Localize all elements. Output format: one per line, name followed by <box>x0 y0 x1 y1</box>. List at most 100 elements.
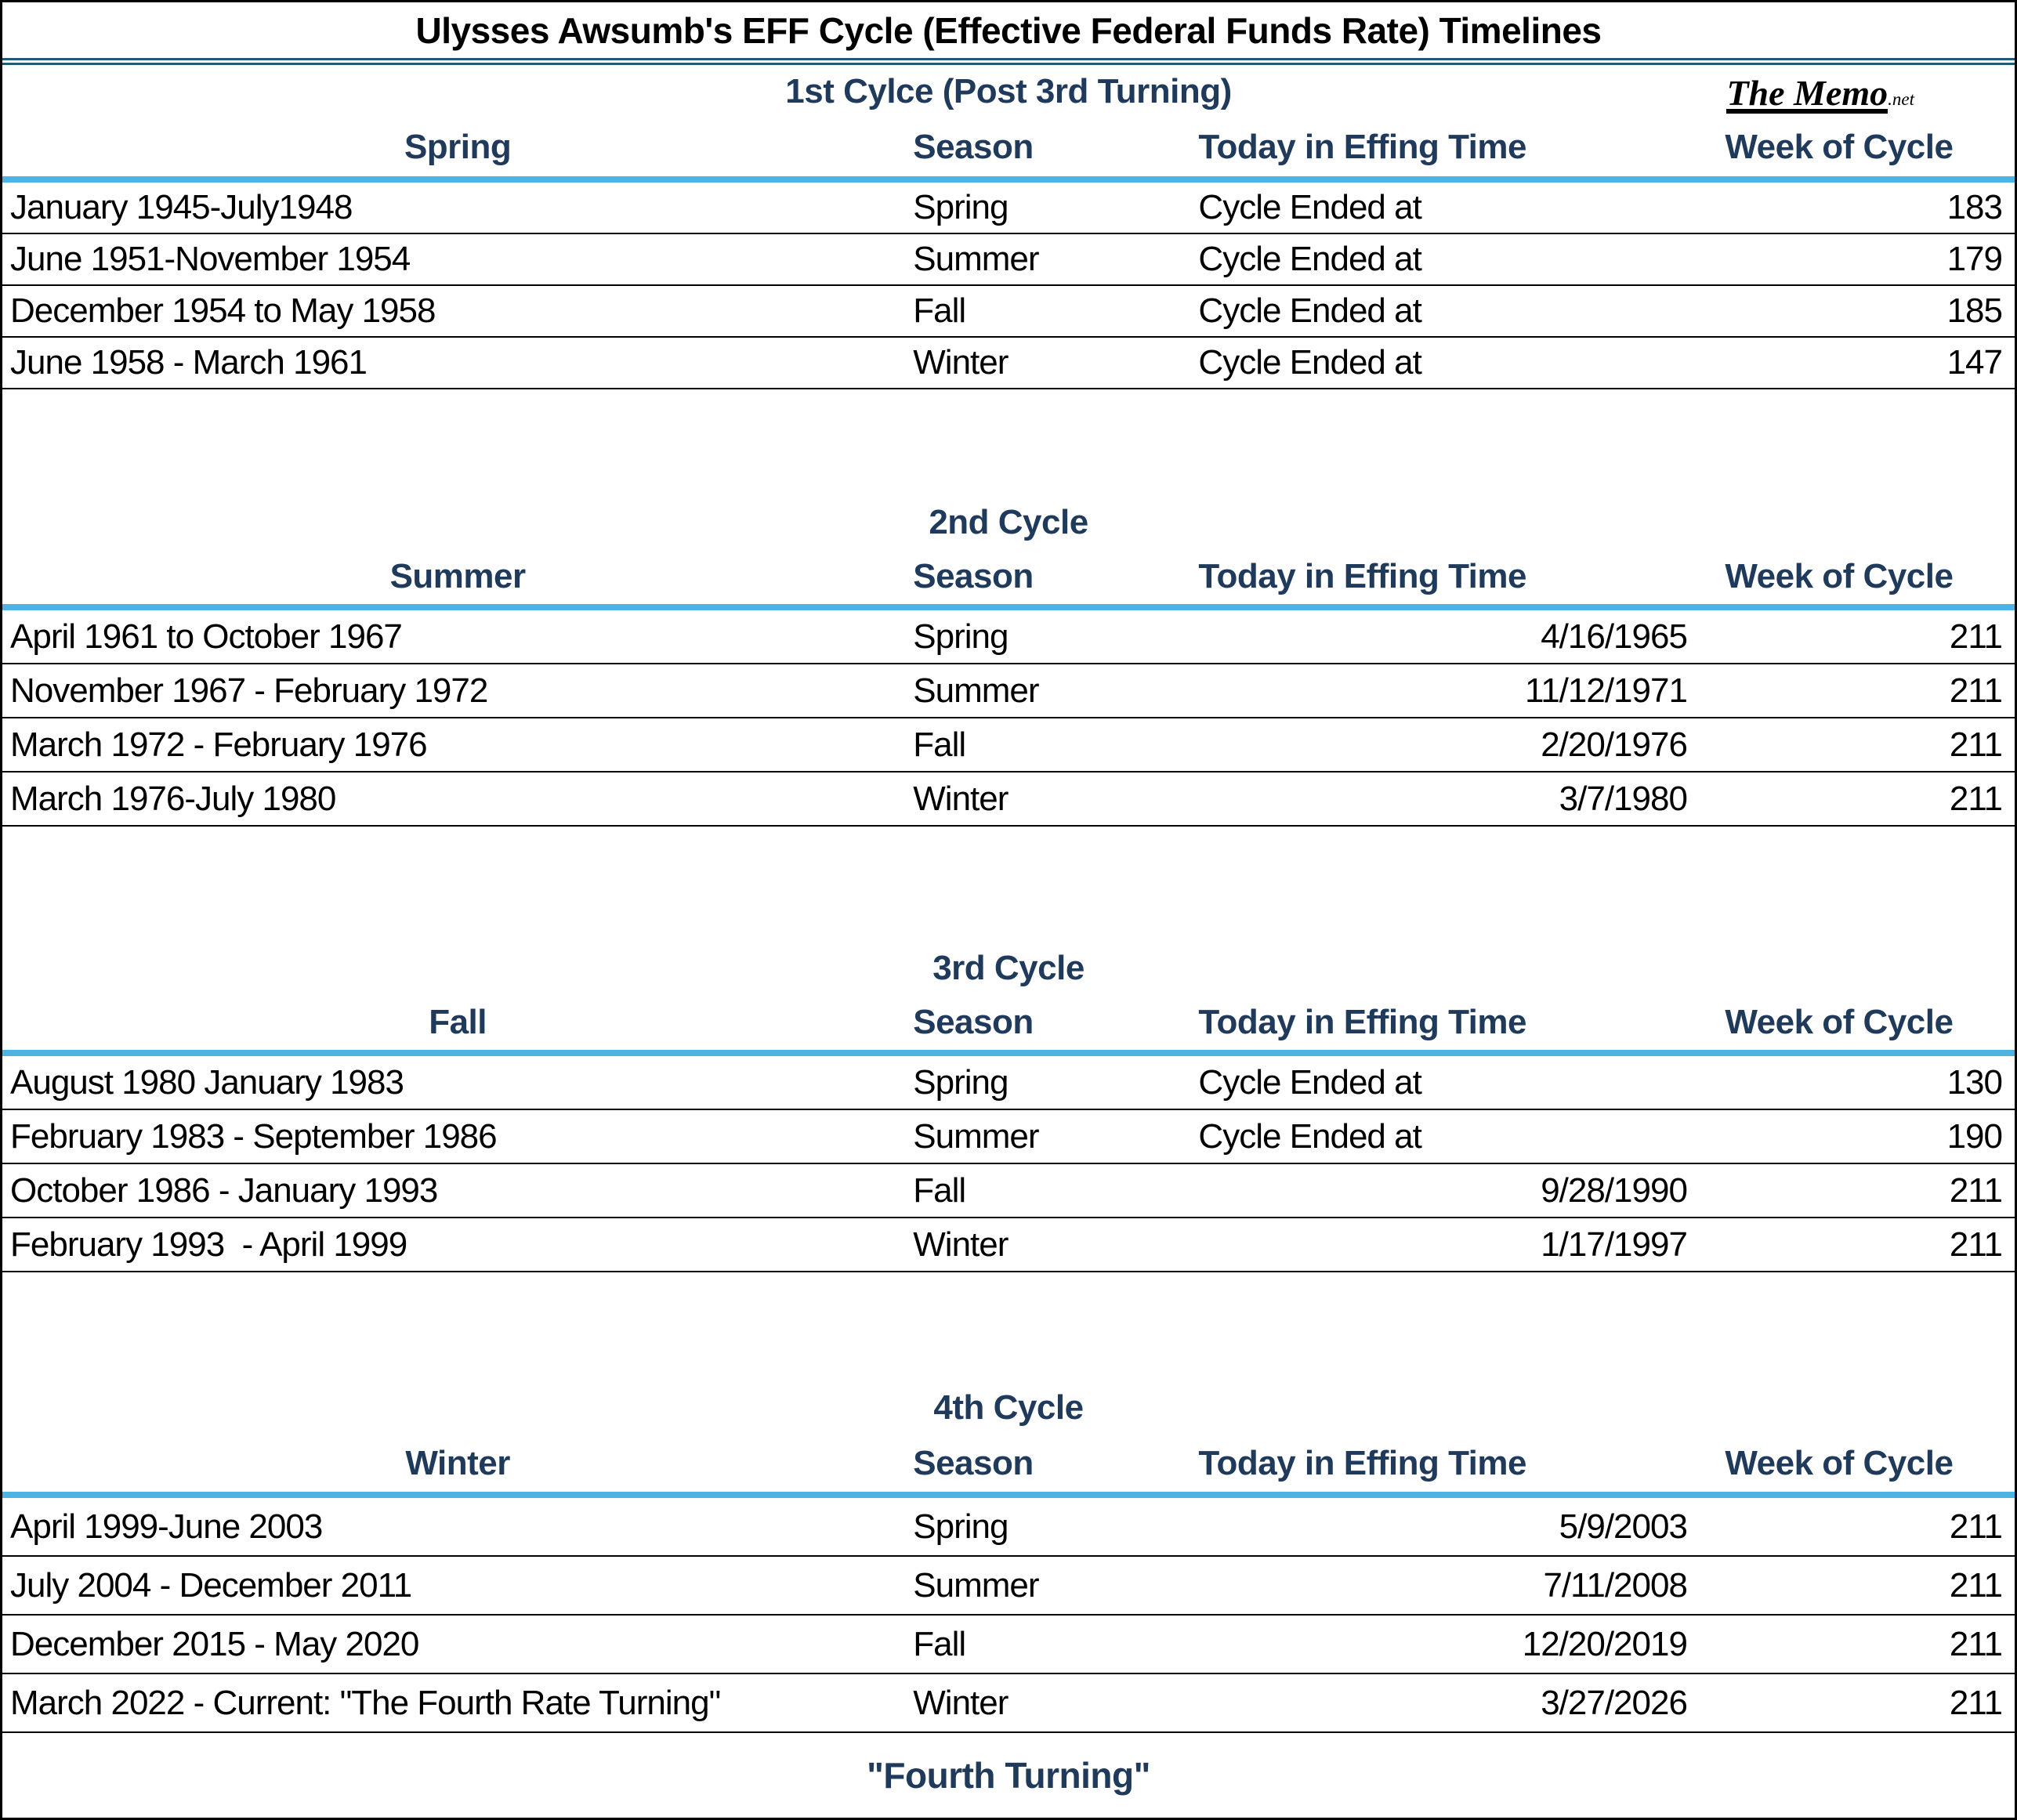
column-header-today: Today in Effing Time <box>1198 1003 1526 1041</box>
cell-season: Fall <box>913 1171 966 1210</box>
column-header-row: Summer Season Today in Effing Time Week … <box>2 549 2015 610</box>
cell-season: Summer <box>913 240 1039 278</box>
cell-season: Winter <box>913 1683 1008 1722</box>
cell-today: 4/16/1965 <box>1541 617 1688 656</box>
cell-week: 211 <box>1949 1565 2003 1605</box>
cell-season: Winter <box>913 1225 1008 1264</box>
cell-period: July 2004 - December 2011 <box>10 1565 412 1605</box>
cell-today: Cycle Ended at <box>1198 343 1421 382</box>
table-row: March 1972 - February 1976 Fall 2/20/197… <box>2 718 2015 773</box>
cell-today: Cycle Ended at <box>1198 1062 1421 1102</box>
cell-season: Spring <box>913 1062 1008 1102</box>
cell-period: June 1958 - March 1961 <box>10 343 368 382</box>
section-4-band: 4th Cycle <box>2 1381 2015 1435</box>
table-row: November 1967 - February 1972 Summer 11/… <box>2 664 2015 718</box>
cell-period: October 1986 - January 1993 <box>10 1171 438 1210</box>
section-title: 1st Cylce (Post 3rd Turning) <box>785 72 1232 110</box>
column-header-period: Fall <box>429 1003 487 1041</box>
cell-week: 190 <box>1946 1116 2003 1156</box>
table-row: January 1945-July1948 Spring Cycle Ended… <box>2 183 2015 234</box>
column-header-week: Week of Cycle <box>1725 1003 1954 1041</box>
title-divider <box>2 58 2015 65</box>
column-header-today: Today in Effing Time <box>1198 557 1526 595</box>
cell-today: 1/17/1997 <box>1541 1225 1688 1264</box>
section-gap <box>2 827 2015 942</box>
footer-label: "Fourth Turning" <box>867 1755 1150 1796</box>
cell-today: 3/27/2026 <box>1541 1683 1688 1722</box>
section-4th-cycle: 4th Cycle Winter Season Today in Effing … <box>2 1381 2015 1733</box>
column-header-week: Week of Cycle <box>1725 557 1954 595</box>
cell-week: 211 <box>1949 1683 2003 1722</box>
cell-period: December 1954 to May 1958 <box>10 291 436 330</box>
table-row: June 1958 - March 1961 Winter Cycle Ende… <box>2 338 2015 389</box>
cell-today: 3/7/1980 <box>1559 779 1688 818</box>
cell-period: March 2022 - Current: "The Fourth Rate T… <box>10 1683 721 1722</box>
cell-week: 147 <box>1946 343 2003 382</box>
cell-week: 211 <box>1949 725 2003 764</box>
column-header-season: Season <box>913 1443 1034 1482</box>
column-header-season: Season <box>913 1003 1034 1041</box>
table-row: August 1980 January 1983 Spring Cycle En… <box>2 1056 2015 1110</box>
column-header-season: Season <box>913 557 1034 595</box>
cell-period: March 1976-July 1980 <box>10 779 336 818</box>
column-header-period: Winter <box>405 1443 510 1482</box>
cell-period: June 1951-November 1954 <box>10 240 411 278</box>
table-row: December 1954 to May 1958 Fall Cycle End… <box>2 286 2015 338</box>
cell-today: 5/9/2003 <box>1559 1507 1688 1546</box>
section-1-band: 1st Cylce (Post 3rd Turning) The Memo .n… <box>2 65 2015 118</box>
cell-season: Winter <box>913 779 1008 818</box>
section-2nd-cycle: 2nd Cycle Summer Season Today in Effing … <box>2 496 2015 827</box>
cell-week: 183 <box>1946 188 2003 226</box>
cell-season: Fall <box>913 291 966 330</box>
table-row: March 1976-July 1980 Winter 3/7/1980 211 <box>2 773 2015 827</box>
section-1st-cycle: 1st Cylce (Post 3rd Turning) The Memo .n… <box>2 65 2015 389</box>
cell-today: 9/28/1990 <box>1541 1171 1688 1210</box>
cell-week: 211 <box>1949 671 2003 710</box>
column-header-season: Season <box>913 128 1034 166</box>
cell-today: Cycle Ended at <box>1198 291 1421 330</box>
cell-season: Summer <box>913 1565 1039 1605</box>
cell-week: 211 <box>1949 1507 2003 1546</box>
cell-period: April 1999-June 2003 <box>10 1507 323 1546</box>
cell-season: Spring <box>913 617 1008 656</box>
cell-today: 2/20/1976 <box>1541 725 1688 764</box>
logo-text: The Memo <box>1726 73 1888 114</box>
the-memo-logo: The Memo .net <box>1726 73 1914 114</box>
page-title: Ulysses Awsumb's EFF Cycle (Effective Fe… <box>415 9 1602 51</box>
table-row: July 2004 - December 2011 Summer 7/11/20… <box>2 1557 2015 1616</box>
cell-season: Summer <box>913 1116 1039 1156</box>
cell-today: Cycle Ended at <box>1198 240 1421 278</box>
cell-period: March 1972 - February 1976 <box>10 725 428 764</box>
table-row: June 1951-November 1954 Summer Cycle End… <box>2 234 2015 286</box>
cell-period: April 1961 to October 1967 <box>10 617 403 656</box>
cell-today: 7/11/2008 <box>1543 1565 1687 1605</box>
column-header-period: Summer <box>389 557 527 595</box>
cell-today: 12/20/2019 <box>1522 1624 1688 1663</box>
section-3-band: 3rd Cycle <box>2 942 2015 995</box>
cell-period: February 1983 - September 1986 <box>10 1116 498 1156</box>
cell-period: January 1945-July1948 <box>10 188 353 226</box>
column-header-today: Today in Effing Time <box>1198 1443 1526 1482</box>
cell-week: 211 <box>1949 617 2003 656</box>
cell-season: Winter <box>913 343 1008 382</box>
cell-week: 211 <box>1949 1225 2003 1264</box>
table-row: December 2015 - May 2020 Fall 12/20/2019… <box>2 1616 2015 1674</box>
section-2-band: 2nd Cycle <box>2 496 2015 549</box>
cell-week: 211 <box>1949 1171 2003 1210</box>
table-row: February 1983 - September 1986 Summer Cy… <box>2 1110 2015 1164</box>
column-header-week: Week of Cycle <box>1725 128 1954 166</box>
table-row: October 1986 - January 1993 Fall 9/28/19… <box>2 1164 2015 1218</box>
table-row: April 1999-June 2003 Spring 5/9/2003 211 <box>2 1498 2015 1557</box>
section-gap <box>2 389 2015 496</box>
cell-week: 185 <box>1946 291 2003 330</box>
cell-season: Spring <box>913 1507 1008 1546</box>
cell-today: Cycle Ended at <box>1198 1116 1421 1156</box>
cell-period: February 1993 - April 1999 <box>10 1225 407 1264</box>
section-title: 3rd Cycle <box>932 949 1085 987</box>
cell-period: December 2015 - May 2020 <box>10 1624 419 1663</box>
cell-season: Summer <box>913 671 1039 710</box>
section-3rd-cycle: 3rd Cycle Fall Season Today in Effing Ti… <box>2 942 2015 1272</box>
cell-season: Spring <box>913 188 1008 226</box>
cell-period: August 1980 January 1983 <box>10 1062 404 1102</box>
